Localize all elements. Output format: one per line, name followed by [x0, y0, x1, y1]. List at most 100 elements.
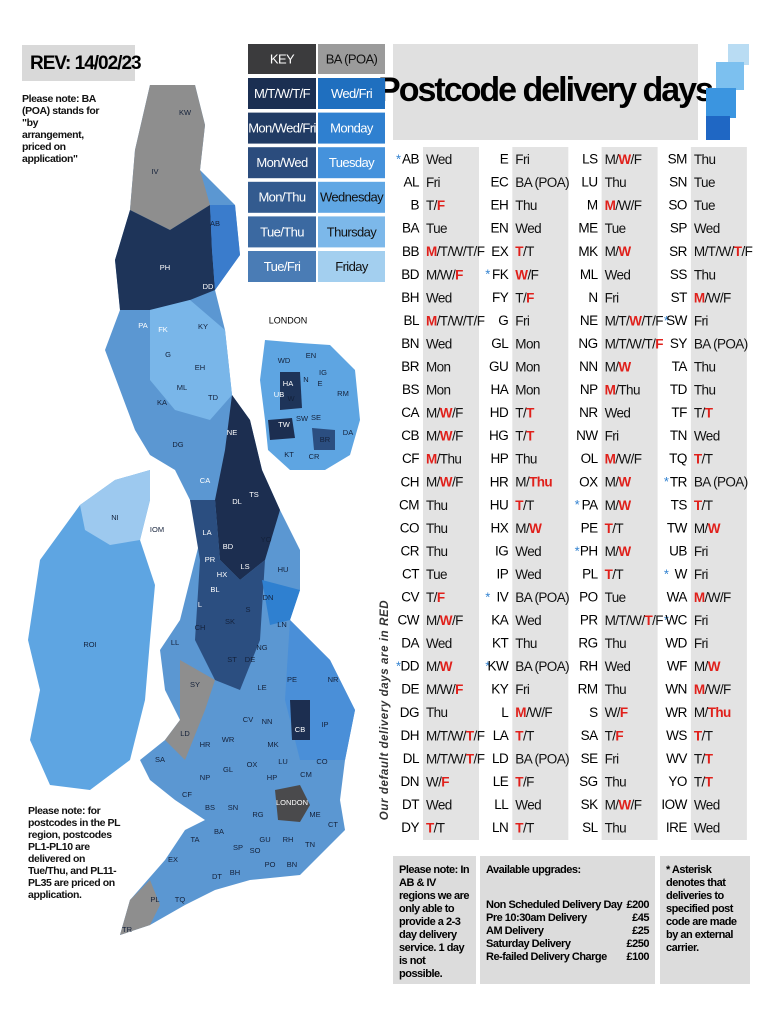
postcode: IOW: [661, 797, 687, 812]
key-cell: [248, 44, 316, 74]
postcode: IRE: [666, 820, 688, 835]
day-part: Fri: [426, 175, 441, 190]
delivery-days: Tue: [605, 221, 626, 236]
delivery-days: Fri: [515, 152, 530, 167]
default-day: M: [605, 198, 616, 213]
day-part: /T/W/T/F: [437, 313, 485, 328]
day-part: Fri: [515, 682, 530, 697]
map-label: EX: [168, 855, 178, 864]
postcode: NG: [578, 336, 597, 351]
delivery-days: Wed: [694, 428, 720, 443]
map-label: TS: [249, 490, 259, 499]
day-part: /Thu: [615, 382, 640, 397]
postcode: W: [675, 566, 688, 581]
day-column-bg: [690, 147, 747, 840]
delivery-days: Fri: [694, 636, 709, 651]
postcode: NR: [579, 405, 598, 420]
map-label: PL: [150, 895, 159, 904]
postcode: KW: [488, 659, 510, 674]
map-label: CM: [300, 770, 312, 779]
postcode: FK: [492, 267, 509, 282]
delivery-days: M/Thu: [426, 451, 461, 466]
day-part: Tue: [605, 590, 626, 605]
delivery-days: M/W: [605, 244, 632, 259]
rev: REV: 14/02/23: [30, 53, 141, 74]
default-day: T: [466, 728, 475, 743]
delivery-days: Wed: [694, 797, 720, 812]
day-part: Thu: [426, 705, 448, 720]
map-label: YO: [261, 535, 272, 544]
postcode: BD: [401, 267, 420, 282]
postcode: WF: [667, 659, 687, 674]
delivery-days: Wed: [426, 152, 452, 167]
map-label: PO: [265, 860, 276, 869]
map-label: ROI: [83, 640, 96, 649]
day-part: /T: [523, 728, 534, 743]
postcode: SM: [668, 152, 688, 167]
day-part: /T: [523, 497, 534, 512]
day-part: Thu: [605, 774, 627, 789]
day-part: M/T/W/: [605, 613, 646, 628]
north-west: [190, 500, 265, 690]
day-part: Fri: [605, 751, 620, 766]
delivery-days: M/W/F: [605, 152, 642, 167]
postcode: CV: [401, 590, 419, 605]
day-part: Tue: [605, 221, 626, 236]
map-label: TR: [122, 925, 133, 934]
delivery-days: Mon: [515, 359, 540, 374]
delivery-days: Wed: [515, 221, 541, 236]
day-part: /T: [612, 520, 623, 535]
delivery-days: T/F: [426, 590, 445, 605]
delivery-days: M/W/F: [426, 428, 463, 443]
day-part: Thu: [426, 497, 448, 512]
key-cell: [318, 181, 385, 213]
map-label: SE: [311, 413, 321, 422]
day-part: W/: [426, 774, 442, 789]
postcode: CH: [401, 474, 420, 489]
day-part: /F: [527, 267, 538, 282]
delivery-days: W/F: [515, 267, 538, 282]
map-label: BA: [214, 827, 224, 836]
postcode: G: [498, 313, 508, 328]
postcode: M: [587, 198, 598, 213]
day-part: Fri: [515, 152, 530, 167]
default-day: M: [426, 313, 437, 328]
day-column-bg: [601, 147, 658, 840]
postcode: SG: [579, 774, 598, 789]
day-part: Thu: [605, 175, 627, 190]
delivery-days: Mon: [515, 382, 540, 397]
central-belt: [150, 300, 232, 420]
map-label: DD: [203, 282, 214, 291]
asterisk: *: [664, 566, 669, 581]
delivery-days: M/T/W/T/F: [694, 244, 753, 259]
delivery-days: T/F: [515, 290, 534, 305]
delivery-days: Thu: [515, 451, 537, 466]
default-day: T: [515, 497, 524, 512]
delivery-days: T/T: [694, 497, 713, 512]
upgrade: Pre 10:30am Delivery £45: [486, 912, 649, 925]
postcode: TD: [670, 382, 688, 397]
delivery-days: M/W/F: [605, 198, 642, 213]
map-label: CB: [295, 725, 305, 734]
day-part: BA (POA): [515, 590, 569, 605]
upgrade-price: £45: [632, 911, 649, 924]
postcode: BR: [401, 359, 420, 374]
key-cell: [248, 147, 316, 179]
delivery-days: T/T: [515, 497, 534, 512]
default-day: F: [437, 590, 445, 605]
day-part: Fri: [694, 313, 709, 328]
upgrade: AM Delivery £25: [486, 925, 649, 938]
postcode: NE: [580, 313, 598, 328]
day-part: Wed: [426, 152, 452, 167]
postcode: KA: [491, 613, 509, 628]
map-label: HU: [278, 565, 289, 574]
delivery-days: M/T/W/T/F: [426, 244, 485, 259]
delivery-days: Wed: [515, 566, 541, 581]
day-part: Thu: [515, 636, 537, 651]
delivery-days: Wed: [694, 221, 720, 236]
postcode: IV: [497, 590, 509, 605]
default-day: W: [618, 797, 631, 812]
postcode: SO: [668, 198, 687, 213]
day-part: /F: [452, 613, 463, 628]
